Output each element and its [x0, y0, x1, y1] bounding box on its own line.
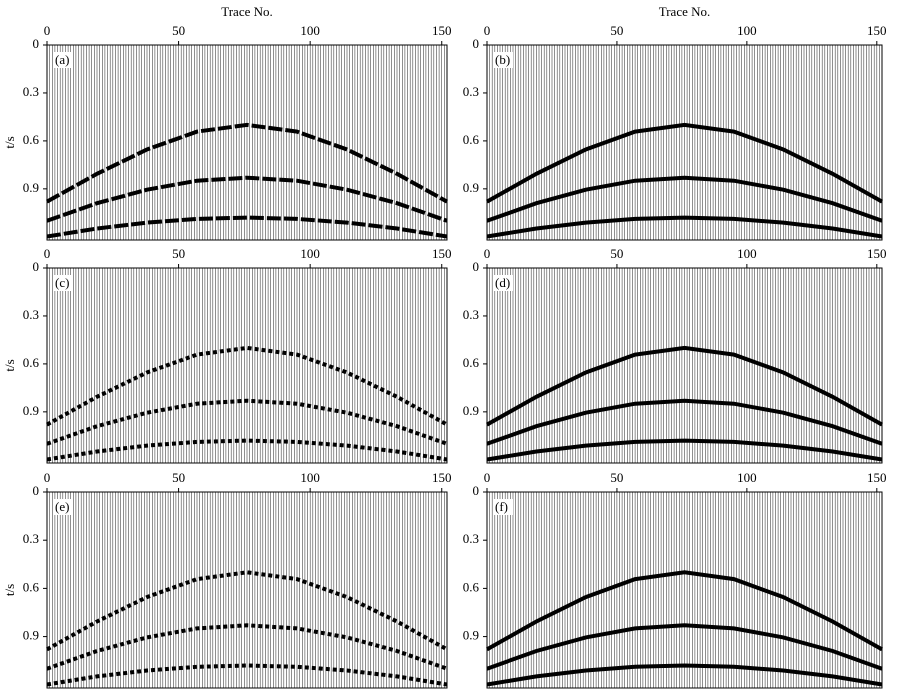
y-tick-label: 0.9: [23, 180, 39, 195]
x-tick-label: 150: [867, 470, 887, 485]
x-tick-label: 0: [44, 23, 51, 38]
x-tick-label: 50: [172, 246, 185, 261]
x-tick-label: 150: [867, 23, 887, 38]
event: [486, 398, 883, 446]
x-tick-label: 0: [484, 246, 491, 261]
y-tick-label: 0.9: [463, 403, 479, 418]
x-tick-label: 0: [44, 246, 51, 261]
frame: [486, 491, 883, 689]
traces: [486, 268, 883, 463]
frame: [46, 267, 448, 464]
event: [486, 623, 883, 671]
axis-title: Trace No.: [659, 4, 711, 19]
event: [46, 398, 448, 446]
panel-label: (a): [55, 52, 69, 67]
y-tick-label: 0: [473, 36, 480, 51]
x-tick-label: 100: [300, 470, 320, 485]
x-tick-label: 100: [737, 470, 757, 485]
x-tick-label: 100: [300, 246, 320, 261]
x-tick-label: 150: [432, 246, 452, 261]
event: [486, 663, 883, 687]
event: [46, 623, 448, 671]
x-tick-label: 150: [867, 246, 887, 261]
y-tick-label: 0.9: [23, 403, 39, 418]
panel: 0 50 100 150 0 0.3 0.6 0.9 t/s (e): [2, 470, 452, 689]
y-tick-label: 0: [33, 483, 40, 498]
y-tick-label: 0.3: [23, 531, 39, 546]
label-bg: [53, 275, 73, 291]
event: [486, 570, 883, 652]
x-tick-label: 0: [484, 470, 491, 485]
event: [486, 345, 883, 427]
x-tick-label: 100: [737, 23, 757, 38]
event: [46, 570, 448, 652]
y-axis-label: t/s: [2, 359, 17, 371]
y-tick-label: 0.6: [463, 355, 480, 370]
x-tick-label: 50: [610, 470, 623, 485]
panel-label: (b): [495, 52, 510, 67]
frame: [486, 267, 883, 464]
y-tick-label: 0.3: [463, 84, 479, 99]
y-tick-label: 0.6: [463, 579, 480, 594]
traces: [46, 492, 448, 688]
traces: [46, 268, 448, 463]
label-bg: [493, 499, 513, 515]
y-tick-label: 0: [33, 259, 40, 274]
label-bg: [493, 52, 513, 68]
panel-label: (e): [55, 499, 69, 514]
y-tick-label: 0.9: [463, 628, 479, 643]
panel-label: (f): [495, 499, 508, 514]
label-bg: [53, 52, 73, 68]
event: [486, 438, 883, 462]
y-tick-label: 0.6: [23, 132, 40, 147]
panel: 0 50 100 150 0 0.3 0.6 0.9 Trace No. t/s (a): [2, 4, 452, 241]
frame: [486, 44, 883, 241]
panel-label: (c): [55, 275, 69, 290]
y-tick-label: 0: [473, 259, 480, 274]
event: [486, 215, 883, 239]
y-tick-label: 0.3: [463, 307, 479, 322]
x-tick-label: 50: [610, 23, 623, 38]
event: [486, 122, 883, 204]
traces: [46, 45, 448, 240]
x-tick-label: 50: [610, 246, 623, 261]
x-tick-label: 150: [432, 23, 452, 38]
panel: 0 50 100 150 0 0.3 0.6 0.9 (f): [463, 470, 887, 689]
x-tick-label: 50: [172, 470, 185, 485]
y-tick-label: 0.6: [463, 132, 480, 147]
y-tick-label: 0.6: [23, 579, 40, 594]
label-bg: [53, 499, 73, 515]
traces: [486, 492, 883, 688]
x-tick-label: 0: [44, 470, 51, 485]
axis-title: Trace No.: [221, 4, 273, 19]
panel-label: (d): [495, 275, 510, 290]
y-tick-label: 0.3: [463, 531, 479, 546]
y-tick-label: 0.3: [23, 307, 39, 322]
event: [486, 175, 883, 223]
frame: [46, 491, 448, 689]
event: [46, 215, 448, 239]
label-bg: [493, 275, 513, 291]
frame: [46, 44, 448, 241]
x-tick-label: 100: [737, 246, 757, 261]
panel: 0 50 100 150 0 0.3 0.6 0.9 t/s (c): [2, 246, 452, 464]
y-tick-label: 0.9: [23, 628, 39, 643]
x-tick-label: 150: [432, 470, 452, 485]
x-tick-label: 100: [300, 23, 320, 38]
y-tick-label: 0.9: [463, 180, 479, 195]
y-axis-label: t/s: [2, 584, 17, 596]
y-tick-label: 0.3: [23, 84, 39, 99]
y-tick-label: 0: [473, 483, 480, 498]
y-tick-label: 0: [33, 36, 40, 51]
traces: [486, 45, 883, 240]
event: [46, 122, 448, 204]
panel: 0 50 100 150 0 0.3 0.6 0.9 Trace No. (b): [463, 4, 887, 241]
y-tick-label: 0.6: [23, 355, 40, 370]
y-axis-label: t/s: [2, 136, 17, 148]
panel: 0 50 100 150 0 0.3 0.6 0.9 (d): [463, 246, 887, 464]
x-tick-label: 50: [172, 23, 185, 38]
x-tick-label: 0: [484, 23, 491, 38]
event: [46, 175, 448, 223]
